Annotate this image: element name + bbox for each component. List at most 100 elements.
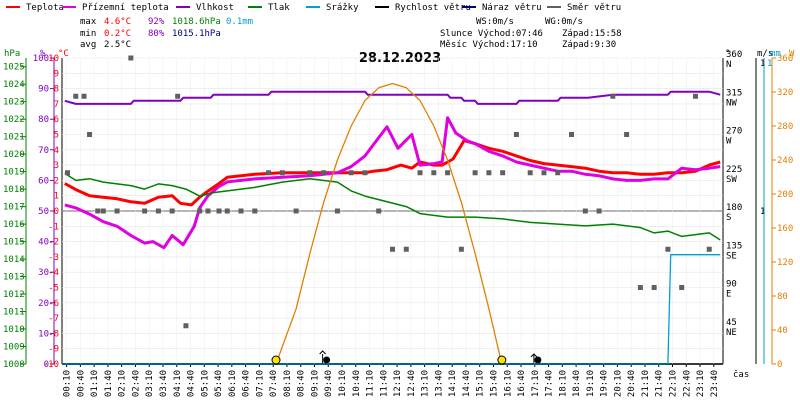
x-tick-label: 08:40 [297,370,307,397]
x-tick-label: 23:10 [696,370,706,397]
wind-direction-point [596,208,602,214]
wind-direction-point [486,170,492,176]
x-tick-label: 22:40 [682,370,692,397]
hpa-tick-label: 1025 [3,63,25,73]
dir-tick-name: S [726,213,731,223]
dir-tick-name: NW [726,98,737,108]
axis-unit-labels: hPa % °C ° m/s mm W čas [4,49,795,380]
x-tick-label: 12:40 [407,370,417,397]
x-tick-label: 21:40 [655,370,665,397]
wind-direction-point [293,208,299,214]
legend-label: Náraz větru [482,3,542,13]
wind-direction-point [541,170,547,176]
x-tick-label: 12:10 [393,370,403,397]
stat-label-max: max [80,17,97,27]
series-temp-line [64,139,721,207]
ms-tick-label: 1 [760,59,765,69]
stat-label-avg: avg [80,40,96,50]
legend-label: Tlak [268,3,290,13]
hpa-tick-label: 1021 [3,133,25,143]
chart-title: 28.12.2023 [359,51,441,66]
x-tick-label: 03:10 [145,370,155,397]
wind-direction-point [73,93,79,99]
dir-tick-degree: 315 [726,88,742,98]
hum-axis-label: % [40,49,46,59]
x-tick-label: 04:10 [173,370,183,397]
hpa-tick-label: 1010 [3,325,25,335]
wind-direction-point [216,208,222,214]
dir-tick-degree: 135 [726,241,742,251]
wind-direction-point [445,170,451,176]
dir-tick-degree: 90 [726,280,737,290]
dir-tick-name: NE [726,328,737,338]
hpa-tick-label: 1008 [3,360,25,370]
w-tick-label: 320 [777,88,793,98]
x-tick-label: 22:10 [669,370,679,397]
x-tick-label: 08:10 [283,370,293,397]
wind-direction-point [569,132,575,137]
wind-direction-point [458,246,464,252]
mm-tick-label: 1 [767,59,772,69]
wind-direction-point [706,246,712,252]
hum-tick-label: 40 [38,238,49,248]
moonset-arrowhead [319,350,326,355]
wind-direction-point [417,170,423,176]
hpa-tick-label: 1013 [3,273,25,283]
wind-direction-point [279,170,285,176]
stat-min-temp: 0.2°C [104,29,131,39]
series-temp-line [64,116,721,250]
hpa-tick-label: 1017 [3,203,25,213]
x-tick-label: 14:10 [448,370,458,397]
x-tick-label: 18:40 [572,370,582,397]
hum-tick-label: 100 [33,54,49,64]
x-tick-label: 23:40 [710,370,720,397]
ms-tick-label: 1 [760,207,765,217]
x-tick-label: 09:10 [310,370,320,397]
x-tick-label: 05:10 [200,370,210,397]
hpa-tick-label: 1022 [3,115,25,125]
wind-direction-point [403,246,409,252]
dir-tick-degree: 180 [726,203,742,213]
hum-tick-label: 10 [38,329,49,339]
deg-axis-label: ° [725,49,730,59]
hum-tick-label: 0 [44,360,49,370]
moonrise-icon [534,356,542,364]
w-tick-label: 200 [777,190,793,200]
temp-tick-label: -8 [48,329,59,339]
left-axes: 1025102410231022102110201019101810171016… [3,54,59,370]
hum-tick-label: 80 [38,115,49,125]
x-tick-label: 03:40 [159,370,169,397]
x-tick-label: 06:40 [242,370,252,397]
hpa-tick-label: 1015 [3,238,25,248]
wind-direction-point [238,208,244,214]
hum-tick-label: 50 [38,207,49,217]
x-tick-label: 17:40 [545,370,555,397]
x-tick-label: 05:40 [214,370,224,397]
x-tick-label: 19:10 [586,370,596,397]
temp-tick-label: 3 [54,161,59,171]
x-tick-label: 07:40 [269,370,279,397]
time-axis-label: čas [733,369,749,380]
temp-tick-label: -5 [48,284,59,294]
x-tick-label: 17:10 [531,370,541,397]
hpa-tick-label: 1019 [3,168,25,178]
stat-label-min: min [80,29,96,39]
wind-direction-point [555,170,561,176]
x-tick-label: 02:10 [118,370,128,397]
wind-direction-point [266,170,272,176]
series-press-line [64,172,721,241]
hum-tick-label: 30 [38,268,49,278]
hum-tick-label: 60 [38,176,49,186]
w-tick-label: 160 [777,224,793,234]
series-solar-line [275,82,503,365]
grid [61,57,724,365]
legend-label: Vlhkost [196,3,234,13]
ms-axis-label: m/s [757,49,773,59]
x-tick-label: 07:10 [255,370,265,397]
wind-direction-point [500,170,506,176]
temp-tick-label: -2 [48,238,59,248]
wind-direction-point [307,170,313,176]
stat-max-press: 1018.6hPa [172,17,221,27]
temp-tick-label: 4 [54,146,59,156]
hpa-tick-label: 1012 [3,290,25,300]
